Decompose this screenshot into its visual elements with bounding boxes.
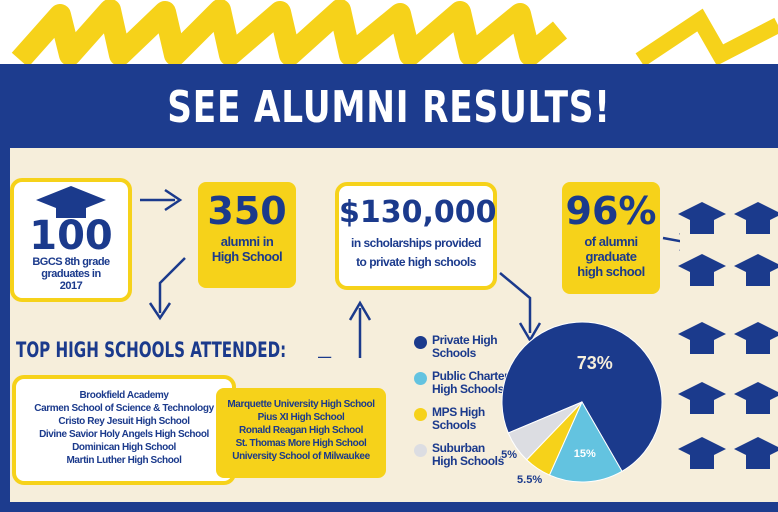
legend-item: Public Charter High Schools xyxy=(412,370,512,406)
legend-swatch xyxy=(414,372,427,385)
legend-item: Suburban High Schools xyxy=(412,442,512,478)
legend-swatch xyxy=(414,444,427,457)
school: Martin Luther High School xyxy=(16,454,232,467)
legend-item: MPS High Schools xyxy=(412,406,512,442)
slice-label: 5.5% xyxy=(517,474,542,486)
legend-swatch xyxy=(414,336,427,349)
slice-label: 6.5% xyxy=(500,449,517,461)
school: Ronald Reagan High School xyxy=(216,424,386,437)
school: Cristo Rey Jesuit High School xyxy=(16,415,232,428)
page: SEE ALUMNI RESULTS! 100 BGCS 8th grade g… xyxy=(0,0,778,512)
school: Pius XI High School xyxy=(216,411,386,424)
scribble xyxy=(20,10,560,60)
school-list: Marquette University High School Pius XI… xyxy=(216,388,386,478)
school: Brookfield Academy xyxy=(16,389,232,402)
school: Divine Savior Holy Angels High School xyxy=(16,428,232,441)
legend-item: Private High Schools xyxy=(412,334,512,370)
schools-heading: TOP HIGH SCHOOLS ATTENDED: xyxy=(16,338,286,362)
slice-label: 73% xyxy=(577,353,613,373)
scribble-band xyxy=(0,0,778,70)
title: SEE ALUMNI RESULTS! xyxy=(86,70,693,146)
legend-swatch xyxy=(414,408,427,421)
cap-column xyxy=(676,188,778,488)
school: St. Thomas More High School xyxy=(216,437,386,450)
school: University School of Milwaukee xyxy=(216,450,386,463)
school-list: Brookfield Academy Carmen School of Scie… xyxy=(12,375,236,485)
pie-chart: 73% 15% 5.5% 6.5% xyxy=(500,310,680,500)
scribble xyxy=(640,20,778,60)
slice-label: 15% xyxy=(574,448,596,460)
school: Dominican High School xyxy=(16,441,232,454)
school: Carmen School of Science & Technology xyxy=(16,402,232,415)
school: Marquette University High School xyxy=(216,398,386,411)
